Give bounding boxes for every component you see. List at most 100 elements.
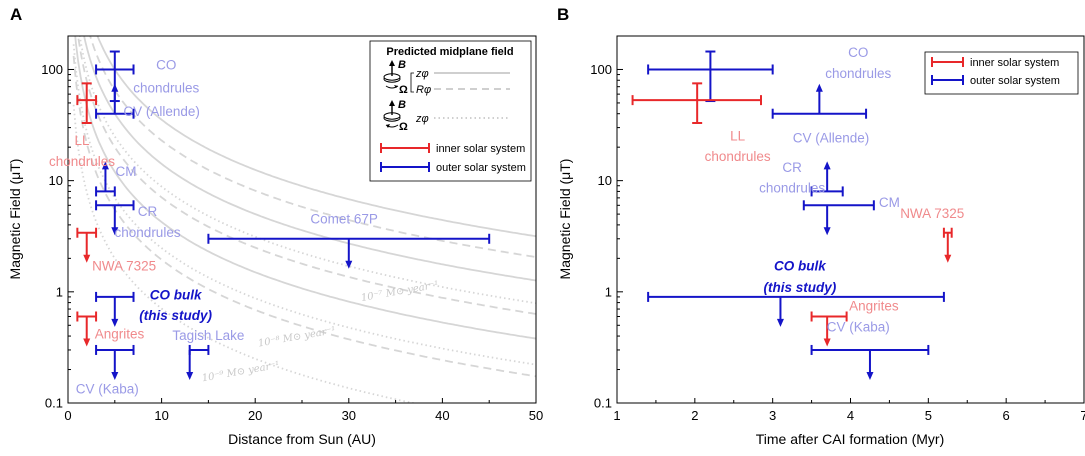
measurement-cm bbox=[802, 200, 875, 236]
measurement-label: CV (Allende) bbox=[123, 104, 200, 119]
measurement-angrites bbox=[810, 311, 848, 347]
measurement-cr-chondrules bbox=[810, 161, 844, 197]
legend-outer-label-a: outer solar system bbox=[436, 162, 526, 174]
x-axis-title-b: Time after CAI formation (Myr) bbox=[756, 431, 945, 447]
legend-symbol-b-1: B bbox=[398, 59, 406, 71]
measurement-label: Angrites bbox=[849, 298, 899, 313]
legend-zphi-label: zφ bbox=[415, 68, 429, 80]
limit-arrow-head-icon bbox=[111, 318, 119, 327]
limit-arrow-head-icon bbox=[345, 260, 353, 269]
measurement-label: CO bulk bbox=[150, 288, 203, 303]
measurement-label: chondrules bbox=[115, 225, 181, 240]
x-axis-title-a: Distance from Sun (AU) bbox=[228, 431, 376, 447]
limit-arrow-head-icon bbox=[111, 371, 119, 380]
x-tick-label-b: 7 bbox=[1080, 408, 1085, 423]
measurement-label: chondrules bbox=[705, 149, 771, 164]
measurement-label: CR bbox=[782, 160, 802, 175]
legend-a: Predicted midplane field B Ω zφ Rφ bbox=[369, 40, 532, 182]
measurement-label: (this study) bbox=[139, 308, 212, 323]
x-tick-label-a: 0 bbox=[64, 408, 71, 423]
measurement-label: NWA 7325 bbox=[92, 259, 156, 274]
x-tick-label-b: 3 bbox=[769, 408, 776, 423]
axis-ticks-a: 0 10 20 30 40 50 0.1 1 10 100 bbox=[41, 62, 543, 423]
rotating-disk-icon bbox=[383, 60, 401, 89]
accretion-rate-label: 10⁻⁹ M⊙ year⁻¹ bbox=[201, 360, 280, 384]
legend-symbol-omega-2: Ω bbox=[399, 121, 408, 133]
x-tick-label-b: 2 bbox=[691, 408, 698, 423]
limit-arrow-head-icon bbox=[776, 318, 784, 327]
measurement-label: CR bbox=[138, 204, 158, 219]
x-tick-label-b: 6 bbox=[1003, 408, 1010, 423]
limit-arrow-head-icon bbox=[823, 161, 831, 170]
y-axis-title-a: Magnetic Field (μT) bbox=[7, 159, 23, 280]
measurement-label: Comet 67P bbox=[310, 212, 378, 227]
limit-arrow-head-icon bbox=[823, 227, 831, 236]
x-tick-label-b: 4 bbox=[847, 408, 854, 423]
measurement-label: CO bbox=[848, 45, 868, 60]
y-axis-title-b: Magnetic Field (μT) bbox=[557, 159, 573, 280]
limit-arrow-head-icon bbox=[111, 83, 119, 92]
legend-frame-a bbox=[369, 40, 532, 182]
measurement-co-chondrules bbox=[647, 50, 774, 103]
legend-zphi-label-2: zφ bbox=[415, 113, 429, 125]
measurement-cv-allende- bbox=[771, 83, 868, 119]
legend-b: inner solar system outer solar system bbox=[924, 51, 1079, 95]
measurement-co-bulk-this-study- bbox=[647, 291, 945, 327]
measurement-label: chondrules bbox=[133, 81, 199, 96]
accretion-rate-label: 10⁻⁷ M⊙ year⁻¹ bbox=[360, 280, 439, 304]
legend-errorbars-b bbox=[931, 57, 964, 85]
measurement-angrites bbox=[76, 311, 98, 347]
y-tick-label-a: 10 bbox=[49, 173, 63, 188]
measurement-nwa-7325 bbox=[76, 227, 98, 263]
panel-a: A 10⁻⁷ M⊙ year⁻¹ 10⁻⁸ M⊙ year⁻¹ 10⁻⁹ M⊙ ye… bbox=[7, 5, 543, 447]
limit-arrow-head-icon bbox=[815, 83, 823, 92]
limit-arrow-head-icon bbox=[83, 254, 91, 263]
measurement-label: chondrules bbox=[825, 66, 891, 81]
measurement-label: Angrites bbox=[95, 327, 145, 342]
y-tick-label-b: 100 bbox=[590, 62, 612, 77]
y-tick-label-b: 1 bbox=[605, 284, 612, 299]
measurement-label: CM bbox=[879, 195, 900, 210]
measurement-cr-chondrules bbox=[95, 200, 135, 236]
legend-outer-label-b: outer solar system bbox=[970, 75, 1060, 87]
x-tick-label-b: 1 bbox=[613, 408, 620, 423]
y-tick-label-a: 0.1 bbox=[45, 396, 63, 411]
measurement-label: CV (Kaba) bbox=[76, 381, 139, 396]
measurement-ll-chondrules bbox=[631, 82, 762, 124]
limit-arrow-head-icon bbox=[944, 254, 952, 263]
measurement-label: LL bbox=[75, 133, 91, 148]
measurement-label: CO bulk bbox=[774, 259, 827, 274]
measurement-label: CV (Allende) bbox=[793, 131, 870, 146]
measurement-label: CM bbox=[116, 164, 137, 179]
x-tick-label-a: 20 bbox=[248, 408, 262, 423]
measurement-cm bbox=[95, 161, 116, 197]
legend-rphi-label: Rφ bbox=[416, 84, 431, 96]
measurement-label: Tagish Lake bbox=[172, 328, 244, 343]
measurement-cv-kaba- bbox=[810, 344, 930, 380]
measurement-cv-allende- bbox=[95, 83, 135, 119]
legend-errorbars-a bbox=[380, 143, 430, 172]
measurement-label: chondrules bbox=[49, 154, 115, 169]
model-curve-solid bbox=[74, 36, 536, 340]
panel-letter-b: B bbox=[557, 5, 569, 24]
limit-arrow-head-icon bbox=[186, 371, 194, 380]
x-tick-label-b: 5 bbox=[925, 408, 932, 423]
legend-symbol-b-2: B bbox=[398, 99, 406, 111]
limit-arrow-head-icon bbox=[101, 161, 109, 170]
limit-arrow-head-icon bbox=[823, 338, 831, 347]
legend-title: Predicted midplane field bbox=[386, 46, 513, 58]
measurement-co-bulk-this-study- bbox=[95, 291, 135, 327]
rotating-disk-inclined-icon bbox=[383, 100, 401, 128]
measurement-label: CV (Kaba) bbox=[827, 319, 890, 334]
measurement-label: LL bbox=[730, 128, 746, 143]
measurement-label: (this study) bbox=[764, 280, 837, 295]
x-tick-label-a: 30 bbox=[342, 408, 356, 423]
model-curve-dashed bbox=[77, 36, 536, 315]
legend-inner-label-b: inner solar system bbox=[970, 57, 1059, 69]
measurement-labels-b: CO chondrules LL chondrules CV (Allende) CR ch… bbox=[705, 45, 965, 335]
measurement-label: CO bbox=[156, 57, 176, 72]
measurement-ll-chondrules bbox=[76, 82, 98, 124]
